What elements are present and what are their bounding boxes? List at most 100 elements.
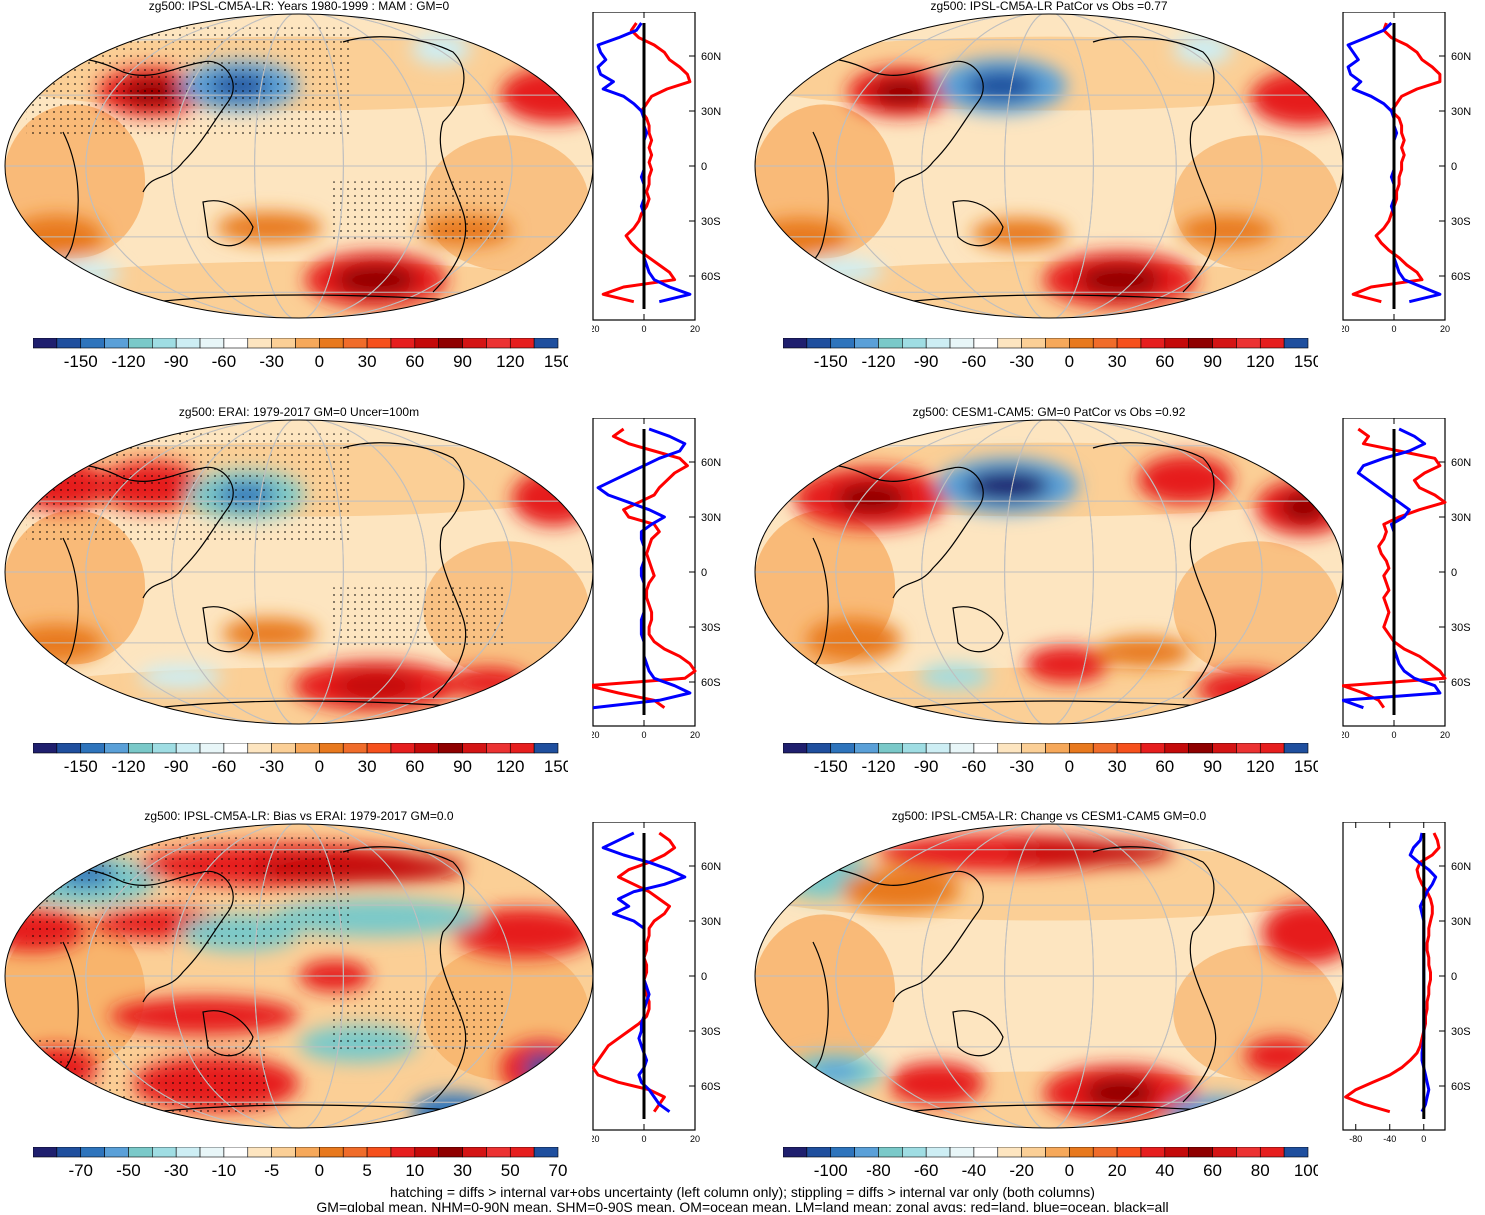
- zonal-series-land: [601, 22, 692, 304]
- coastlines: [792, 846, 1274, 1113]
- colorbar-swatch: [1116, 1147, 1142, 1158]
- colorbar-swatch: [949, 743, 975, 754]
- panel-title: zg500: IPSL-CM5A-LR: Bias vs ERAI: 1979-…: [144, 809, 454, 823]
- colorbar-swatch: [1259, 743, 1285, 754]
- colorbar-label: -90: [914, 352, 939, 371]
- lat-label: 0: [701, 567, 707, 579]
- colorbar-swatch: [342, 1147, 368, 1158]
- coastline: [792, 464, 984, 599]
- colorbar-swatch: [366, 338, 392, 349]
- colorbar-swatch: [223, 338, 249, 349]
- colorbar-label: 70: [549, 1161, 568, 1180]
- map: [754, 823, 1344, 1129]
- anomaly-blob: [1084, 1077, 1156, 1109]
- zonal-series-land: [1342, 427, 1447, 709]
- colorbar-swatch: [1164, 338, 1189, 349]
- stippling: [26, 27, 353, 136]
- lat-label: 0: [1451, 161, 1457, 173]
- colorbar-swatch: [128, 1147, 153, 1158]
- colorbar-label: 50: [501, 1161, 520, 1180]
- colorbar-swatch: [1188, 743, 1213, 754]
- colorbar-label: 20: [1108, 1161, 1127, 1180]
- coastline: [202, 1010, 254, 1057]
- anomaly-blob: [1007, 840, 1174, 866]
- colorbar-label: 0: [1065, 1161, 1074, 1180]
- anomaly-blob: [800, 258, 884, 284]
- coastline: [342, 36, 467, 293]
- colorbar-label: -60: [212, 352, 237, 371]
- colorbar-swatch: [783, 338, 808, 349]
- coastline: [42, 58, 234, 193]
- zonal-mean-plot: -80-400m60N30N030S60S: [1342, 822, 1471, 1144]
- colorbar-swatch: [830, 743, 855, 754]
- colorbar-label: -60: [962, 757, 987, 776]
- longitude-line: [171, 420, 427, 724]
- colorbar-label: -70: [68, 1161, 93, 1180]
- longitude-line: [171, 14, 427, 318]
- colorbar-swatch: [854, 338, 879, 349]
- lat-label: 30N: [701, 512, 721, 524]
- colorbar-label: 60: [405, 757, 424, 776]
- lat-label: 0: [1451, 971, 1457, 983]
- colorbar-label: 150: [544, 352, 568, 371]
- anomaly-blob: [500, 1040, 584, 1097]
- colorbar-swatch: [80, 338, 105, 349]
- colorbar-swatch: [1021, 338, 1046, 349]
- colorbar-swatch: [1045, 1147, 1070, 1158]
- anomaly-blob: [411, 33, 471, 65]
- colorbar-swatch: [342, 338, 368, 349]
- colorbar-swatch: [997, 1147, 1022, 1158]
- colorbar-swatch: [1140, 338, 1166, 349]
- colorbar-label: 120: [496, 757, 524, 776]
- colorbar-swatch: [223, 743, 249, 754]
- colorbar-label: -100: [814, 1161, 848, 1180]
- colorbar-label: 90: [453, 352, 472, 371]
- panel-title: zg500: ERAI: 1979-2017 GM=0 Uncer=100m: [178, 405, 420, 419]
- colorbar-label: -120: [111, 757, 145, 776]
- colorbar-swatch: [1259, 1147, 1285, 1158]
- stippling: [328, 991, 507, 1053]
- colorbar: -150 -120 -90 -60 -30 0 30 60 90 120 150: [33, 743, 568, 776]
- colorbar-swatch: [1188, 338, 1213, 349]
- lat-label: 0: [701, 161, 707, 173]
- anomaly-blob: [1096, 636, 1192, 668]
- colorbar-swatch: [830, 1147, 855, 1158]
- colorbar-swatch: [1212, 743, 1237, 754]
- colorbar-label: -120: [111, 352, 145, 371]
- colorbar-swatch: [271, 1147, 296, 1158]
- anomaly-blob: [871, 78, 931, 106]
- lat-label: 30S: [1451, 622, 1471, 634]
- colorbar-swatch: [1092, 1147, 1118, 1158]
- colorbar-swatch: [319, 743, 344, 754]
- colorbar-swatch: [366, 1147, 392, 1158]
- colorbar-label: -120: [861, 352, 895, 371]
- colorbar-swatch: [997, 743, 1022, 754]
- colorbar-label: 30: [1108, 352, 1127, 371]
- longitude-line: [254, 420, 344, 724]
- coastline: [902, 294, 1204, 303]
- colorbar-swatch: [414, 743, 439, 754]
- colorbar-label: 150: [1294, 352, 1318, 371]
- lat-label: 60S: [1451, 271, 1471, 283]
- longitude-line: [1004, 824, 1094, 1128]
- colorbar-swatch: [878, 743, 903, 754]
- coastline: [792, 58, 984, 193]
- coastline: [202, 200, 254, 247]
- colorbar-swatch: [509, 338, 535, 349]
- colorbar-swatch: [414, 338, 439, 349]
- longitude-line: [254, 824, 344, 1128]
- colorbar-swatch: [199, 1147, 225, 1158]
- colorbar-swatch: [319, 1147, 344, 1158]
- colorbar-swatch: [1069, 338, 1094, 349]
- anomaly-blob: [889, 1062, 984, 1106]
- colorbar-label: -30: [259, 757, 284, 776]
- colorbar-swatch: [390, 1147, 416, 1158]
- lat-label: 60S: [1451, 677, 1471, 689]
- stippling: [26, 433, 353, 542]
- colorbar-swatch: [1259, 338, 1285, 349]
- anomaly-blob: [512, 470, 593, 526]
- map-field: [5, 824, 593, 1128]
- anomaly-blob: [835, 482, 907, 514]
- longitude-line: [835, 14, 1263, 318]
- colorbar-swatch: [486, 1147, 511, 1158]
